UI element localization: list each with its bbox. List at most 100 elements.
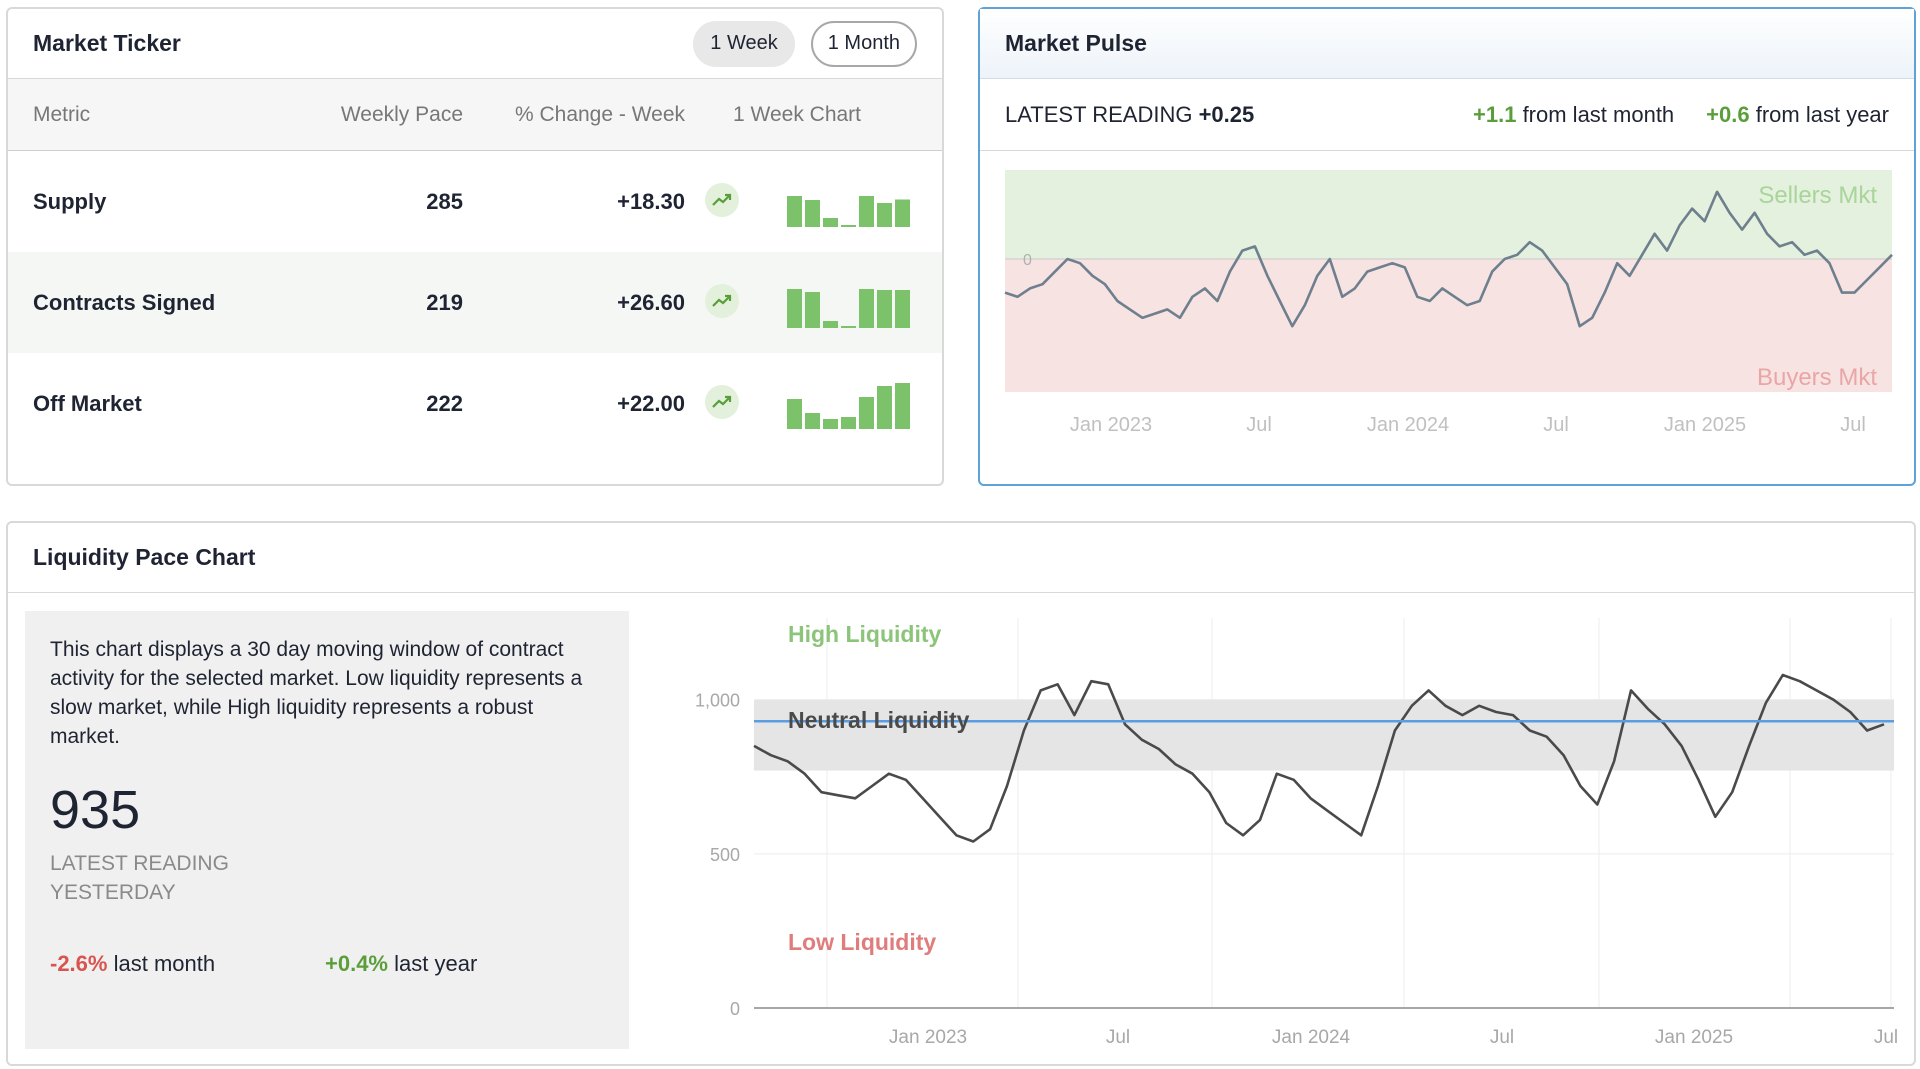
year-delta-value: +0.4% — [325, 951, 388, 976]
sellers-mkt-label: Sellers Mkt — [1758, 182, 1877, 209]
high-liquidity-label: High Liquidity — [788, 621, 942, 647]
x-tick-label: Jan 2023 — [889, 1027, 967, 1048]
zero-label: 0 — [1023, 252, 1032, 269]
market-pulse-title: Market Pulse — [1005, 30, 1147, 56]
trending-up-icon — [705, 283, 739, 318]
neutral-band — [754, 699, 1894, 771]
market-pulse-chart[interactable]: 0 Sellers Mkt Buyers Mkt Jan 2023 Jul Jan 202… — [980, 151, 1914, 481]
sparkline-bar — [823, 418, 838, 429]
sparkline-bar — [805, 199, 820, 227]
latest-reading-label: LATEST READING — [1005, 101, 1193, 127]
table-row[interactable]: Supply 285 +18.30 — [8, 151, 942, 252]
x-tick-label: Jan 2025 — [1655, 1027, 1733, 1048]
x-tick-label: Jan 2025 — [1664, 414, 1746, 436]
neutral-liquidity-label: Neutral Liquidity — [788, 707, 970, 733]
ticker-table-body: Supply 285 +18.30 Contracts Signed 219 +… — [8, 151, 942, 454]
sparkline-chart — [787, 382, 910, 429]
x-tick-label: Jan 2023 — [1070, 414, 1152, 436]
sparkline-bar — [787, 195, 802, 227]
col-metric[interactable]: Metric — [33, 102, 91, 126]
sparkline-bar — [841, 325, 856, 328]
x-tick-label: Jul — [1874, 1027, 1898, 1048]
sparkline-bar — [877, 202, 892, 227]
sparkline-bar — [787, 398, 802, 429]
year-delta-value: +0.6 — [1706, 101, 1750, 127]
sparkline-bar — [859, 396, 874, 429]
sparkline-bar — [841, 416, 856, 429]
sparkline-bar — [787, 288, 802, 328]
liquidity-chart[interactable]: 0 500 1,000 High Liquidity Neutral Liquidity… — [654, 598, 1904, 1058]
col-change-week[interactable]: % Change - Week — [514, 102, 685, 126]
weekly-pace: 219 — [426, 289, 463, 315]
liquidity-deltas: -2.6% last month +0.4% last year — [50, 951, 477, 977]
sparkline-chart — [787, 195, 910, 227]
y-tick-label: 0 — [730, 999, 740, 1019]
sparkline-bar — [823, 320, 838, 328]
pulse-line — [1004, 190, 1893, 328]
x-tick-label: Jul — [1246, 414, 1272, 436]
ticker-table-header: Metric Weekly Pace % Change - Week 1 Wee… — [8, 79, 942, 151]
liquidity-pace-card: Liquidity Pace Chart This chart displays… — [6, 521, 1916, 1066]
pulse-stats-bar: LATEST READING +0.25 +1.1 from last mont… — [980, 79, 1914, 151]
month-delta-text: from last month — [1522, 101, 1675, 127]
trending-up-icon — [705, 384, 739, 419]
liquidity-title: Liquidity Pace Chart — [33, 544, 256, 570]
metric-name: Off Market — [33, 390, 142, 416]
sparkline-chart — [787, 288, 910, 328]
metric-name: Supply — [33, 188, 107, 214]
market-ticker-title: Market Ticker — [33, 30, 181, 56]
x-tick-label: Jul — [1106, 1027, 1130, 1048]
liquidity-description: This chart displays a 30 day moving wind… — [50, 638, 583, 748]
liquidity-month-delta: -2.6% last month — [50, 951, 325, 977]
year-delta-text: from last year — [1755, 101, 1889, 127]
liquidity-line — [753, 673, 1885, 843]
sparkline-bar — [895, 199, 910, 227]
metric-name: Contracts Signed — [33, 289, 216, 315]
market-pulse-header: Market Pulse — [980, 9, 1914, 79]
sparkline-bar — [805, 412, 820, 429]
x-tick-label: Jan 2024 — [1367, 414, 1449, 436]
sparkline-bar — [877, 385, 892, 429]
col-weekly-pace[interactable]: Weekly Pace — [340, 102, 463, 126]
sparkline-bar — [823, 217, 838, 227]
liquidity-latest-label: LATEST READING YESTERDAY — [50, 849, 604, 907]
yesterday-label: YESTERDAY — [50, 881, 176, 904]
x-tick-label: Jul — [1840, 414, 1866, 436]
market-ticker-header: Market Ticker 1 Week 1 Month — [8, 9, 942, 79]
table-row[interactable]: Contracts Signed 219 +26.60 — [8, 252, 942, 353]
pulse-month-delta: +1.1 from last month — [1473, 102, 1674, 128]
x-tick-label: Jan 2024 — [1272, 1027, 1351, 1048]
month-delta-value: +1.1 — [1473, 101, 1517, 127]
month-delta-text: last month — [113, 951, 216, 976]
col-week-chart: 1 Week Chart — [733, 102, 861, 126]
toggle-1-month[interactable]: 1 Month — [810, 20, 917, 67]
sparkline-bar — [859, 288, 874, 328]
liquidity-latest-value: 935 — [50, 780, 141, 840]
change-week: +18.30 — [617, 188, 685, 214]
y-tick-label: 1,000 — [695, 691, 740, 711]
toggle-1-week[interactable]: 1 Week — [693, 20, 795, 67]
month-delta-value: -2.6% — [50, 951, 108, 976]
sparkline-bar — [859, 195, 874, 227]
market-ticker-card: Market Ticker 1 Week 1 Month Metric Week… — [6, 7, 944, 486]
weekly-pace: 222 — [426, 390, 463, 416]
sparkline-bar — [805, 291, 820, 328]
pulse-year-delta: +0.6 from last year — [1706, 102, 1889, 128]
sparkline-bar — [895, 289, 910, 328]
pulse-latest: LATEST READING +0.25 — [1005, 102, 1441, 128]
low-liquidity-label: Low Liquidity — [788, 929, 936, 955]
liquidity-info-panel: This chart displays a 30 day moving wind… — [25, 611, 629, 1049]
table-row[interactable]: Off Market 222 +22.00 — [8, 353, 942, 454]
y-tick-label: 500 — [710, 845, 740, 865]
sparkline-bar — [841, 224, 856, 227]
change-week: +26.60 — [617, 289, 685, 315]
change-week: +22.00 — [617, 390, 685, 416]
weekly-pace: 285 — [426, 188, 463, 214]
sparkline-bar — [877, 289, 892, 328]
latest-reading-label: LATEST READING — [50, 852, 229, 875]
year-delta-text: last year — [394, 951, 478, 976]
x-tick-label: Jul — [1543, 414, 1569, 436]
buyers-zone — [1005, 259, 1892, 392]
sellers-zone — [1005, 170, 1892, 259]
trending-up-icon — [705, 182, 739, 217]
